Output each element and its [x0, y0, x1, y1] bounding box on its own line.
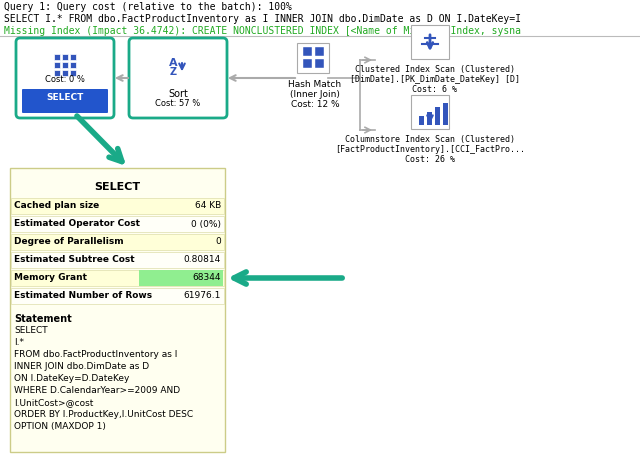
FancyBboxPatch shape	[10, 168, 225, 452]
FancyBboxPatch shape	[129, 38, 227, 118]
FancyBboxPatch shape	[16, 38, 114, 118]
Text: 0.80814: 0.80814	[184, 256, 221, 265]
Text: Z: Z	[170, 67, 177, 77]
FancyBboxPatch shape	[139, 270, 223, 286]
Text: Estimated Operator Cost: Estimated Operator Cost	[14, 219, 140, 229]
Text: [FactProductInventory].[CCI_FactPro...: [FactProductInventory].[CCI_FactPro...	[335, 145, 525, 154]
Text: INNER JOIN dbo.DimDate as D: INNER JOIN dbo.DimDate as D	[14, 362, 149, 371]
Text: SELECT: SELECT	[14, 326, 47, 335]
Text: Cost: 26 %: Cost: 26 %	[405, 155, 455, 164]
Text: Estimated Number of Rows: Estimated Number of Rows	[14, 291, 152, 300]
Text: 64 KB: 64 KB	[195, 202, 221, 211]
Text: Estimated Subtree Cost: Estimated Subtree Cost	[14, 256, 134, 265]
Bar	[303, 47, 312, 56]
FancyBboxPatch shape	[11, 198, 224, 214]
Text: Cost: 0 %: Cost: 0 %	[45, 75, 85, 83]
Bar	[315, 59, 324, 68]
Bar	[62, 70, 68, 76]
Text: [DimDate].[PK_DimDate_DateKey] [D]: [DimDate].[PK_DimDate_DateKey] [D]	[350, 75, 520, 84]
Text: Statement: Statement	[14, 314, 72, 324]
Text: FROM dbo.FactProductInventory as I: FROM dbo.FactProductInventory as I	[14, 350, 177, 359]
Bar	[435, 107, 440, 125]
Text: ORDER BY I.ProductKey,I.UnitCost DESC: ORDER BY I.ProductKey,I.UnitCost DESC	[14, 410, 193, 419]
Text: Degree of Parallelism: Degree of Parallelism	[14, 238, 124, 246]
Text: 68344: 68344	[193, 273, 221, 283]
Bar	[443, 103, 448, 125]
Bar	[419, 116, 424, 125]
Bar	[70, 54, 76, 60]
Text: WHERE D.CalendarYear>=2009 AND: WHERE D.CalendarYear>=2009 AND	[14, 386, 180, 395]
FancyBboxPatch shape	[411, 25, 449, 59]
FancyBboxPatch shape	[11, 288, 224, 304]
Text: OPTION (MAXDOP 1): OPTION (MAXDOP 1)	[14, 422, 106, 431]
Bar	[62, 62, 68, 68]
FancyBboxPatch shape	[22, 89, 108, 113]
FancyBboxPatch shape	[11, 234, 224, 250]
Bar	[54, 70, 60, 76]
Bar	[427, 112, 432, 125]
Text: SELECT: SELECT	[46, 93, 84, 102]
Text: Clustered Index Scan (Clustered): Clustered Index Scan (Clustered)	[355, 65, 515, 74]
Text: SELECT I.* FROM dbo.FactProductInventory as I INNER JOIN dbo.DimDate as D ON I.D: SELECT I.* FROM dbo.FactProductInventory…	[4, 14, 521, 24]
Text: A: A	[169, 58, 177, 68]
Bar	[315, 47, 324, 56]
Text: SELECT: SELECT	[95, 182, 141, 192]
Bar	[54, 54, 60, 60]
Bar	[70, 62, 76, 68]
Text: Hash Match: Hash Match	[289, 80, 342, 89]
Text: (Inner Join): (Inner Join)	[290, 90, 340, 99]
Text: Columnstore Index Scan (Clustered): Columnstore Index Scan (Clustered)	[345, 135, 515, 144]
Text: Cost: 12 %: Cost: 12 %	[291, 100, 339, 109]
Text: ON I.DateKey=D.DateKey: ON I.DateKey=D.DateKey	[14, 374, 129, 383]
Text: Missing Index (Impact 36.4742): CREATE NONCLUSTERED INDEX [<Name of Missing Inde: Missing Index (Impact 36.4742): CREATE N…	[4, 26, 521, 36]
Text: Cost: 6 %: Cost: 6 %	[413, 85, 458, 94]
Text: Memory Grant: Memory Grant	[14, 273, 87, 283]
Text: I.*: I.*	[14, 338, 24, 347]
Bar	[70, 70, 76, 76]
Bar	[62, 54, 68, 60]
Bar	[54, 62, 60, 68]
Text: Query 1: Query cost (relative to the batch): 100%: Query 1: Query cost (relative to the bat…	[4, 2, 292, 12]
Text: Cached plan size: Cached plan size	[14, 202, 99, 211]
Bar	[303, 59, 312, 68]
Text: 61976.1: 61976.1	[184, 291, 221, 300]
Text: Sort: Sort	[168, 89, 188, 99]
Text: 0 (0%): 0 (0%)	[191, 219, 221, 229]
FancyBboxPatch shape	[11, 252, 224, 268]
Text: I.UnitCost>@cost: I.UnitCost>@cost	[14, 398, 93, 407]
Text: 0: 0	[215, 238, 221, 246]
FancyBboxPatch shape	[297, 43, 329, 73]
FancyBboxPatch shape	[411, 95, 449, 129]
FancyBboxPatch shape	[11, 216, 224, 232]
Text: Cost: 57 %: Cost: 57 %	[156, 99, 200, 108]
FancyBboxPatch shape	[11, 270, 224, 286]
